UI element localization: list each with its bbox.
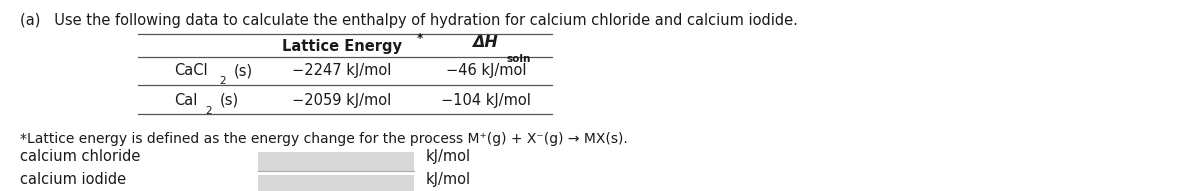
Text: −46 kJ/mol: −46 kJ/mol bbox=[445, 63, 527, 78]
Text: (s): (s) bbox=[220, 93, 239, 108]
Text: 2: 2 bbox=[220, 76, 227, 86]
Text: CaI: CaI bbox=[174, 93, 198, 108]
Text: calcium iodide: calcium iodide bbox=[20, 172, 126, 187]
Text: soln: soln bbox=[506, 54, 530, 64]
Text: (s): (s) bbox=[234, 63, 253, 78]
Text: 2: 2 bbox=[205, 106, 212, 116]
Text: calcium chloride: calcium chloride bbox=[20, 149, 140, 164]
FancyBboxPatch shape bbox=[258, 152, 414, 171]
Text: (a)   Use the following data to calculate the enthalpy of hydration for calcium : (a) Use the following data to calculate … bbox=[20, 13, 798, 28]
Text: ΔH: ΔH bbox=[472, 35, 497, 49]
Text: kJ/mol: kJ/mol bbox=[426, 172, 472, 187]
Text: CaCl: CaCl bbox=[174, 63, 208, 78]
FancyBboxPatch shape bbox=[258, 175, 414, 191]
Text: *Lattice energy is defined as the energy change for the process M⁺(g) + X⁻(g) → : *Lattice energy is defined as the energy… bbox=[20, 132, 628, 146]
Text: −104 kJ/mol: −104 kJ/mol bbox=[442, 93, 530, 108]
Text: −2059 kJ/mol: −2059 kJ/mol bbox=[293, 93, 391, 108]
Text: Lattice Energy: Lattice Energy bbox=[282, 39, 402, 54]
Text: *: * bbox=[416, 32, 422, 45]
Text: kJ/mol: kJ/mol bbox=[426, 149, 472, 164]
Text: −2247 kJ/mol: −2247 kJ/mol bbox=[293, 63, 391, 78]
